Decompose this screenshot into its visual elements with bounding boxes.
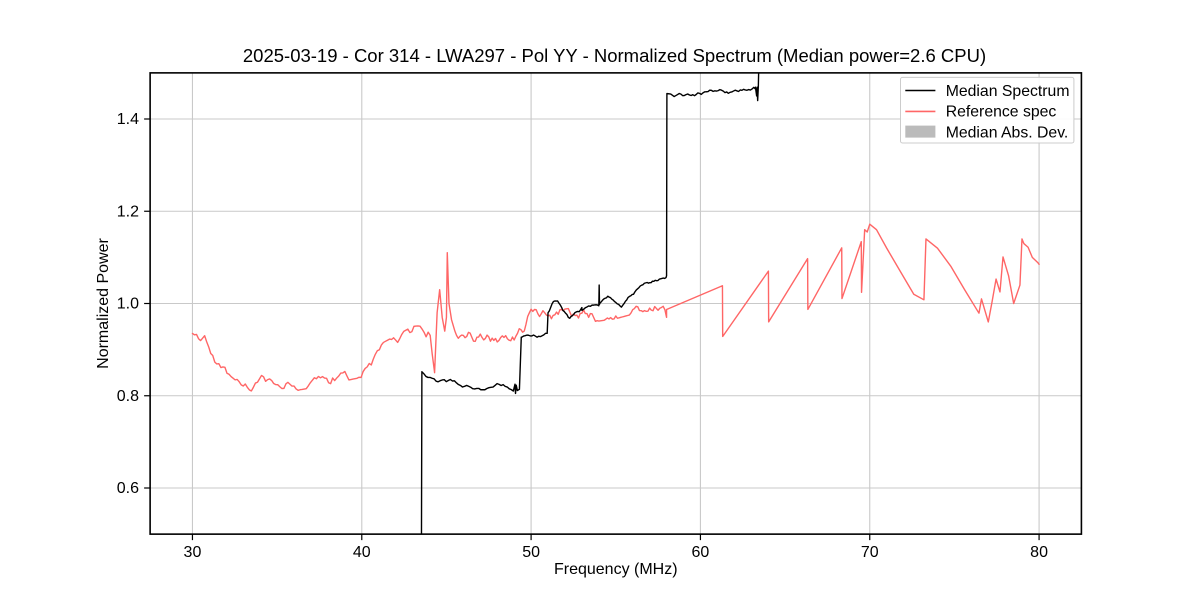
svg-text:Median Spectrum: Median Spectrum — [946, 83, 1070, 100]
svg-text:Normalized Power: Normalized Power — [95, 237, 112, 368]
svg-text:80: 80 — [1030, 544, 1048, 561]
svg-text:30: 30 — [184, 544, 202, 561]
svg-text:40: 40 — [353, 544, 371, 561]
svg-text:Reference spec: Reference spec — [946, 104, 1057, 121]
svg-text:0.6: 0.6 — [117, 480, 139, 497]
svg-text:60: 60 — [692, 544, 710, 561]
svg-text:Frequency (MHz): Frequency (MHz) — [554, 561, 678, 578]
svg-text:Median Abs. Dev.: Median Abs. Dev. — [946, 125, 1069, 142]
svg-text:1.2: 1.2 — [117, 203, 139, 220]
svg-text:0.8: 0.8 — [117, 388, 139, 405]
svg-text:50: 50 — [522, 544, 540, 561]
svg-text:1.4: 1.4 — [117, 111, 139, 128]
svg-text:2025-03-19 - Cor 314 - LWA297: 2025-03-19 - Cor 314 - LWA297 - Pol YY -… — [243, 45, 986, 66]
svg-text:1.0: 1.0 — [117, 296, 139, 313]
svg-text:70: 70 — [861, 544, 879, 561]
